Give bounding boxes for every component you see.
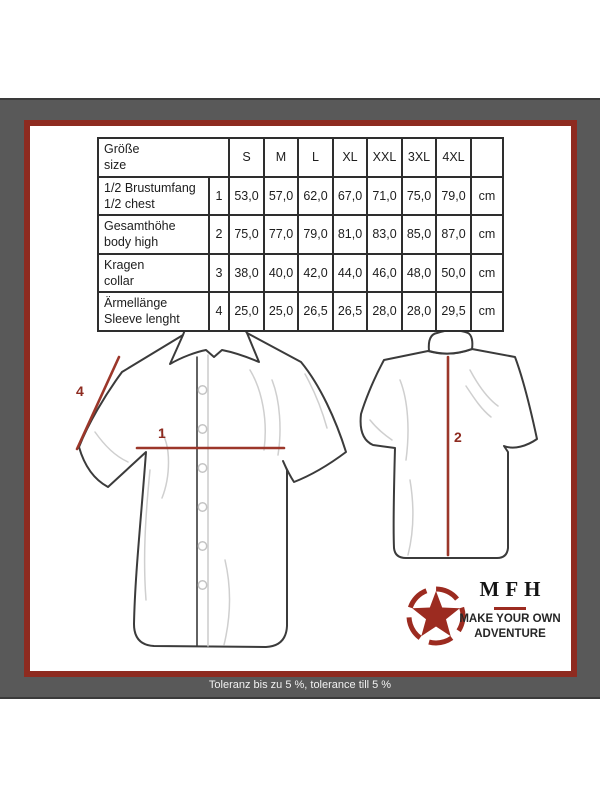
table-header-row: Größe size S M L XL XXL 3XL 4XL bbox=[97, 137, 504, 178]
value-cell: 40,0 bbox=[263, 252, 299, 293]
table-row-collar: Kragen collar 3 38,0 40,0 42,0 44,0 46,0 … bbox=[97, 252, 504, 293]
value-cell: 71,0 bbox=[366, 175, 403, 216]
table-row-chest: 1/2 Brustumfang 1/2 chest 1 53,0 57,0 62,… bbox=[97, 175, 504, 216]
row-label: Kragen collar bbox=[97, 252, 210, 293]
size-col-header: XL bbox=[332, 137, 368, 178]
value-cell: 28,0 bbox=[401, 291, 437, 332]
brand-name: MFH bbox=[479, 577, 547, 601]
size-label-en: size bbox=[104, 158, 127, 173]
size-table: Größe size S M L XL XXL 3XL 4XL 1/2 Brust… bbox=[97, 137, 504, 332]
value-cell: 46,0 bbox=[366, 252, 403, 293]
size-label-cell: Größe size bbox=[97, 137, 230, 178]
value-cell: 25,0 bbox=[228, 291, 265, 332]
size-col-header: S bbox=[228, 137, 265, 178]
value-cell: 75,0 bbox=[228, 214, 265, 255]
unit-cell: cm bbox=[470, 214, 504, 255]
value-cell: 26,5 bbox=[297, 291, 334, 332]
size-col-header: XXL bbox=[366, 137, 403, 178]
row-label: Gesamthöhe body high bbox=[97, 214, 210, 255]
value-cell: 50,0 bbox=[435, 252, 472, 293]
size-col-header: M bbox=[263, 137, 299, 178]
brand-divider bbox=[494, 607, 526, 610]
size-label-de: Größe bbox=[104, 142, 140, 156]
tolerance-note: Toleranz bis zu 5 %, tolerance till 5 % bbox=[208, 679, 392, 691]
value-cell: 29,5 bbox=[435, 291, 472, 332]
value-cell: 67,0 bbox=[332, 175, 368, 216]
brand-tagline-line1: MAKE YOUR OWN bbox=[459, 613, 561, 625]
unit-cell: cm bbox=[470, 252, 504, 293]
value-cell: 42,0 bbox=[297, 252, 334, 293]
row-index: 4 bbox=[208, 291, 230, 332]
unit-cell: cm bbox=[470, 291, 504, 332]
brand-tagline-line2: ADVENTURE bbox=[474, 628, 546, 640]
value-cell: 44,0 bbox=[332, 252, 368, 293]
value-cell: 77,0 bbox=[263, 214, 299, 255]
value-cell: 53,0 bbox=[228, 175, 265, 216]
table-row-sleeve: Ärmellänge Sleeve lenght 4 25,0 25,0 26,5… bbox=[97, 291, 504, 332]
value-cell: 83,0 bbox=[366, 214, 403, 255]
value-cell: 85,0 bbox=[401, 214, 437, 255]
row-label: Ärmellänge Sleeve lenght bbox=[97, 291, 210, 332]
value-cell: 87,0 bbox=[435, 214, 472, 255]
table-row-body-height: Gesamthöhe body high 2 75,0 77,0 79,0 81,… bbox=[97, 214, 504, 255]
value-cell: 48,0 bbox=[401, 252, 437, 293]
size-col-header: 4XL bbox=[435, 137, 472, 178]
row-label: 1/2 Brustumfang 1/2 chest bbox=[97, 175, 210, 216]
value-cell: 25,0 bbox=[263, 291, 299, 332]
unit-cell: cm bbox=[470, 175, 504, 216]
value-cell: 38,0 bbox=[228, 252, 265, 293]
value-cell: 62,0 bbox=[297, 175, 334, 216]
value-cell: 79,0 bbox=[297, 214, 334, 255]
value-cell: 26,5 bbox=[332, 291, 368, 332]
row-index: 2 bbox=[208, 214, 230, 255]
size-col-header: L bbox=[297, 137, 334, 178]
value-cell: 79,0 bbox=[435, 175, 472, 216]
row-index: 1 bbox=[208, 175, 230, 216]
size-col-header: 3XL bbox=[401, 137, 437, 178]
unit-col-header bbox=[470, 137, 504, 178]
value-cell: 81,0 bbox=[332, 214, 368, 255]
row-index: 3 bbox=[208, 252, 230, 293]
value-cell: 57,0 bbox=[263, 175, 299, 216]
value-cell: 75,0 bbox=[401, 175, 437, 216]
value-cell: 28,0 bbox=[366, 291, 403, 332]
